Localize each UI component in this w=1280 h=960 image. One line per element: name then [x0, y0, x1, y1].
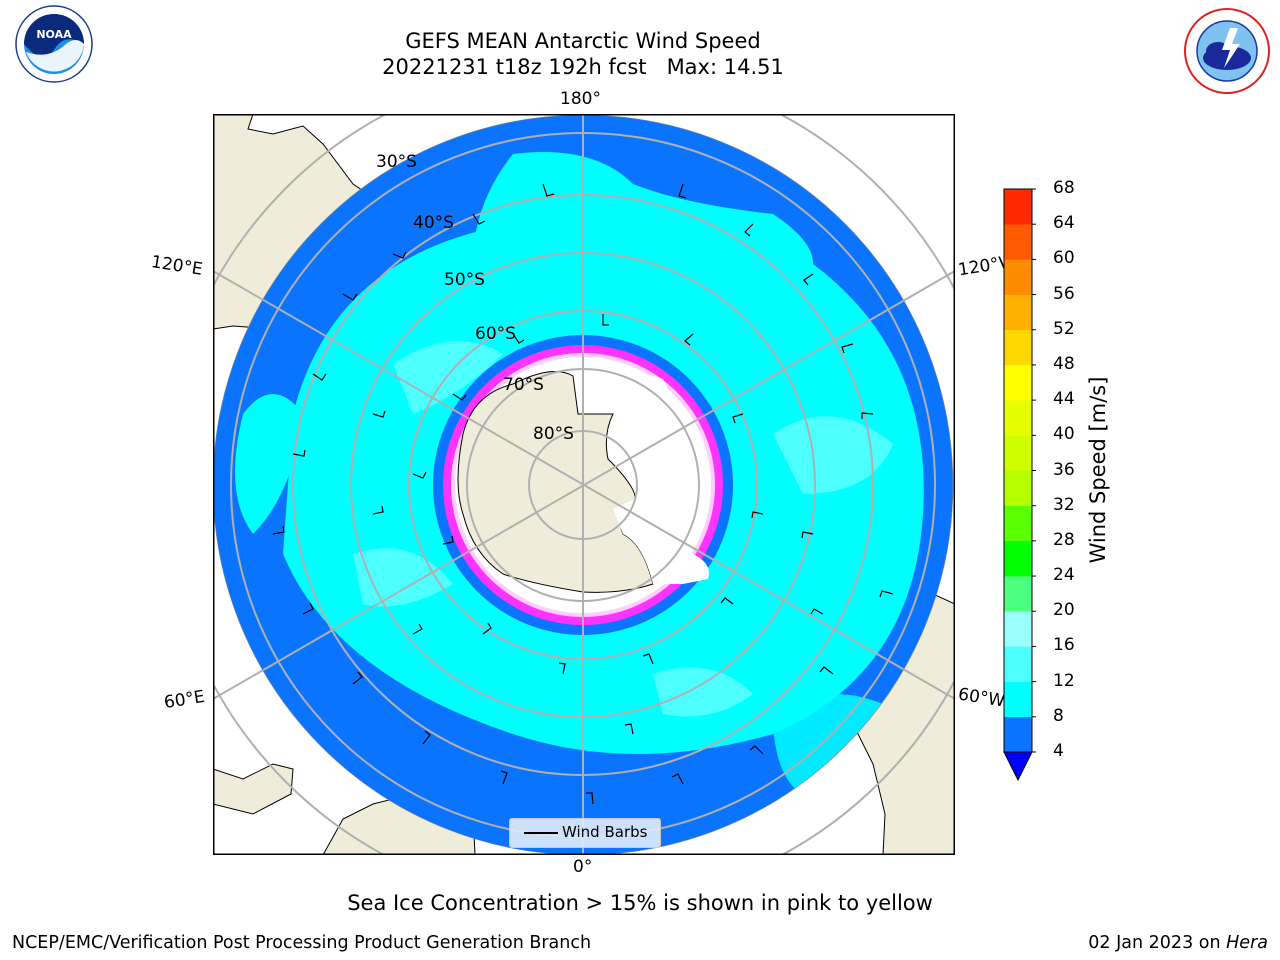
lon-label-120e: 120°E — [149, 252, 204, 280]
footer-credit: NCEP/EMC/Verification Post Processing Pr… — [12, 933, 592, 953]
colorbar-tick-label: 24 — [1053, 565, 1075, 586]
colorbar-band — [1004, 224, 1032, 260]
lat-label-80s: 80°S — [533, 424, 574, 444]
colorbar-tick-label: 4 — [1053, 741, 1064, 761]
lat-label-40s: 40°S — [413, 213, 454, 233]
noaa-logo: NOAA — [15, 5, 93, 83]
lat-label-70s: 70°S — [503, 375, 544, 395]
africa-land — [213, 763, 294, 815]
colorbar-tick-label: 52 — [1053, 318, 1075, 339]
colorbar-band — [1004, 611, 1032, 647]
sea-ice-caption: Sea Ice Concentration > 15% is shown in … — [347, 891, 933, 915]
colorbar-tick-label: 68 — [1053, 178, 1075, 198]
colorbar-tick-label: 56 — [1053, 283, 1075, 304]
map-subtitle: 20221231 t18z 192h fcst Max: 14.51 — [382, 55, 784, 79]
colorbar-band — [1004, 400, 1032, 436]
colorbar-tick-label: 20 — [1053, 600, 1075, 621]
footer-date: 02 Jan 2023 on Hera — [1088, 933, 1268, 953]
map-title: GEFS MEAN Antarctic Wind Speed — [405, 29, 761, 53]
colorbar-band — [1004, 189, 1032, 225]
colorbar-tick-label: 16 — [1053, 635, 1075, 656]
legend-label: Wind Barbs — [562, 823, 648, 841]
noaa-logo-text: NOAA — [36, 28, 72, 41]
antarctic-wind-map — [213, 114, 955, 855]
colorbar-tick-label: 48 — [1053, 353, 1075, 374]
colorbar-band — [1004, 540, 1032, 577]
colorbar-tick-label: 36 — [1053, 459, 1075, 480]
colorbar — [1003, 188, 1036, 782]
colorbar-band — [1004, 505, 1032, 542]
lat-label-30s: 30°S — [376, 152, 417, 172]
map-legend: Wind Barbs — [509, 818, 661, 848]
nws-logo — [1184, 8, 1270, 94]
colorbar-band — [1004, 716, 1032, 753]
colorbar-band — [1004, 364, 1032, 401]
colorbar-band — [1004, 646, 1032, 682]
colorbar-tick-label: 32 — [1053, 494, 1075, 515]
colorbar-band — [1004, 435, 1032, 471]
colorbar-band — [1004, 681, 1032, 718]
colorbar-title: Wind Speed [m/s] — [1086, 376, 1110, 564]
lat-label-60s: 60°S — [475, 324, 516, 344]
colorbar-tick-label: 60 — [1053, 248, 1075, 269]
colorbar-band — [1004, 259, 1032, 295]
colorbar-tick-label: 28 — [1053, 529, 1075, 550]
colorbar-tick-label: 44 — [1053, 389, 1075, 410]
wind-barb-legend-line — [524, 832, 558, 834]
footer-host: Hera — [1226, 933, 1268, 953]
lon-label-60w: 60°W — [956, 684, 1007, 712]
colorbar-band — [1004, 329, 1032, 366]
colorbar-band — [1004, 470, 1032, 506]
colorbar-tick-label: 12 — [1053, 670, 1075, 691]
graticule — [213, 114, 955, 855]
lon-label-60e: 60°E — [162, 686, 207, 714]
colorbar-band — [1004, 576, 1032, 612]
wind-barbs — [272, 183, 894, 805]
footer-date-text: 02 Jan 2023 on — [1088, 933, 1227, 953]
colorbar-band — [1004, 294, 1032, 331]
lon-label-180: 180° — [560, 89, 601, 109]
lat-label-50s: 50°S — [444, 270, 485, 290]
lon-label-0: 0° — [573, 857, 593, 877]
colorbar-tick-label: 64 — [1053, 213, 1075, 234]
colorbar-tick-label: 8 — [1053, 705, 1064, 726]
colorbar-extend-arrow — [1003, 751, 1033, 782]
colorbar-tick-label: 40 — [1053, 424, 1075, 445]
